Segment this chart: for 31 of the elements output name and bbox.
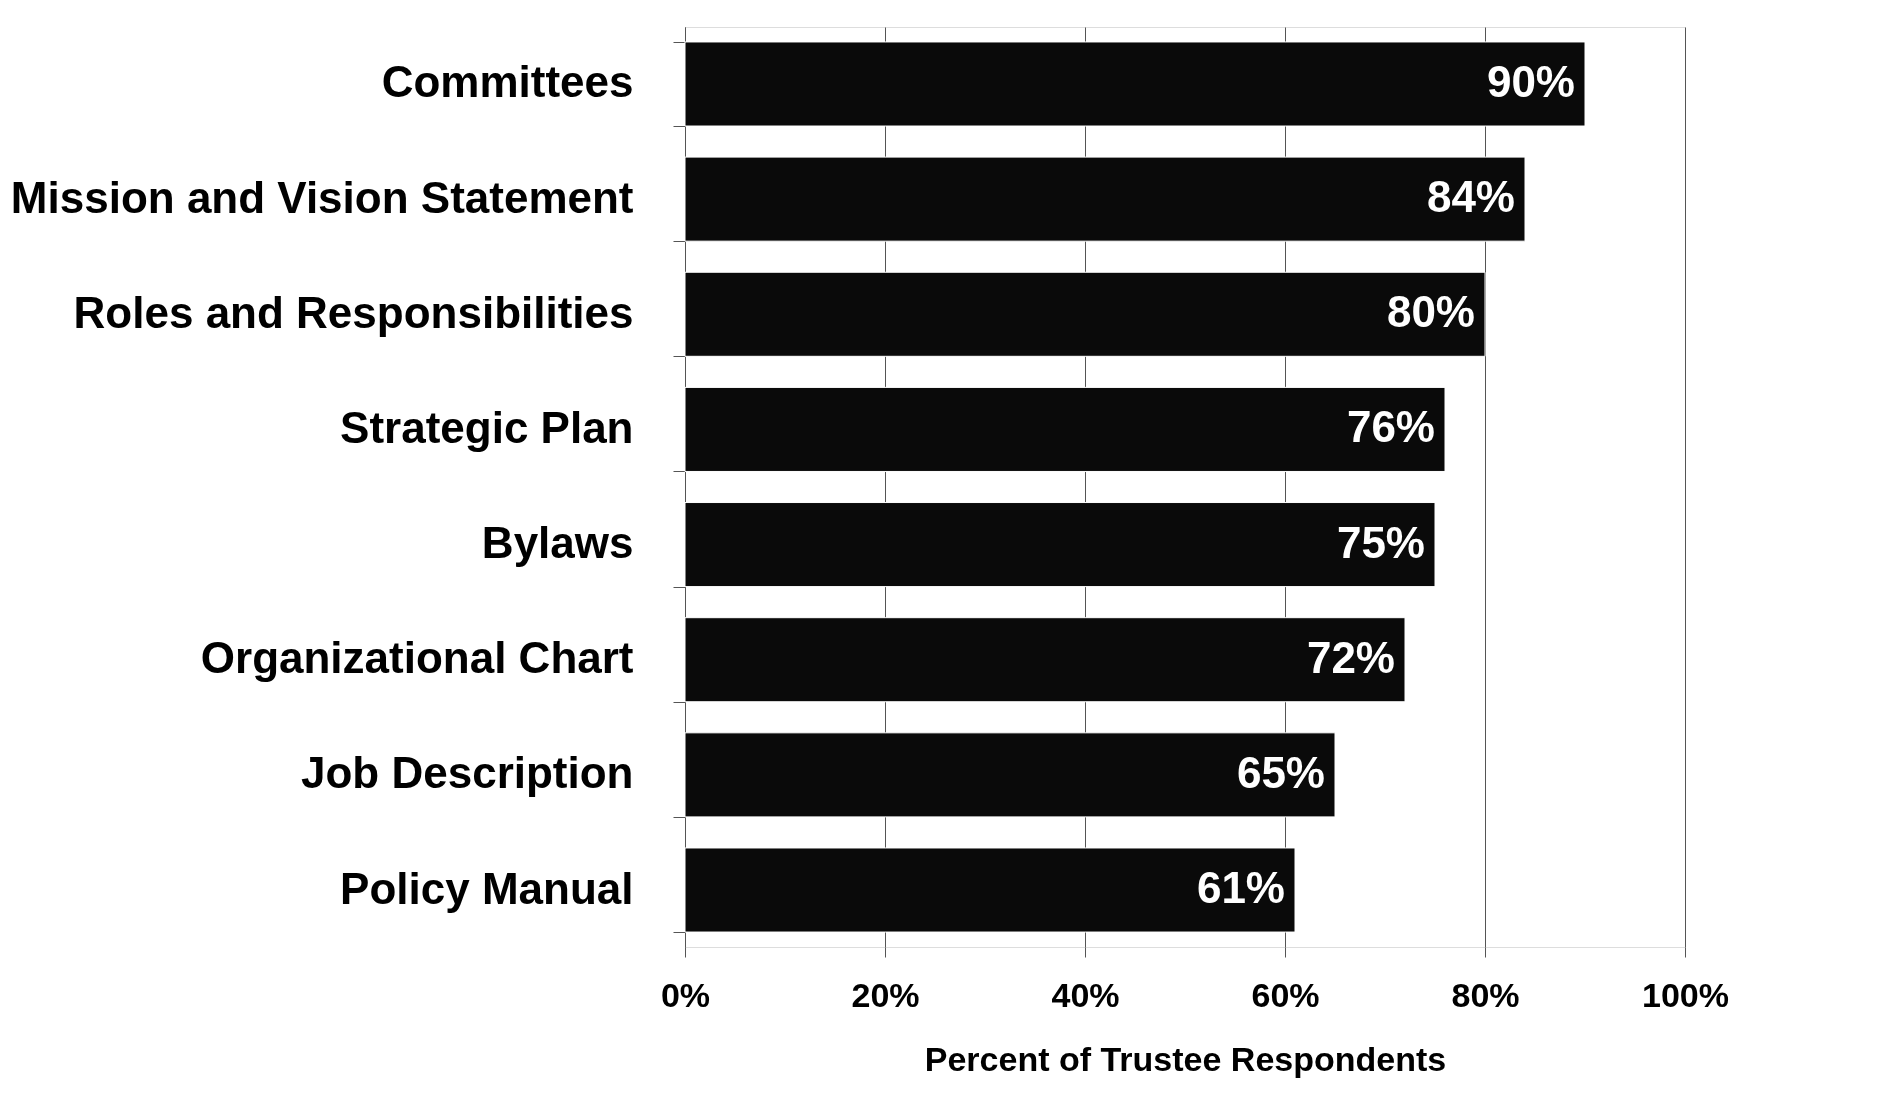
y-tick-label: Bylaws	[481, 518, 634, 568]
y-tick-label: Roles and Responsibilities	[73, 287, 634, 337]
bar	[684, 617, 1406, 703]
bar	[684, 386, 1446, 472]
bar	[684, 847, 1296, 933]
x-tick-label: 20%	[851, 975, 920, 1014]
bar	[684, 41, 1586, 127]
bar	[684, 156, 1526, 242]
data-label: 72%	[1306, 632, 1395, 682]
x-tick-label: 80%	[1451, 975, 1520, 1014]
data-label: 61%	[1196, 863, 1285, 912]
data-label: 65%	[1236, 747, 1325, 797]
y-tick-label: Job Description	[301, 748, 634, 798]
y-tick-label: Strategic Plan	[340, 402, 634, 452]
y-tick-label: Mission and Vision Statement	[10, 172, 634, 222]
y-tick-label: Organizational Chart	[200, 633, 634, 683]
bar	[684, 271, 1486, 357]
x-tick-label: 100%	[1642, 975, 1729, 1014]
x-tick-label: 60%	[1251, 975, 1320, 1014]
data-label: 84%	[1426, 172, 1515, 222]
data-label: 90%	[1486, 57, 1575, 106]
data-label: 80%	[1386, 287, 1475, 337]
data-label: 76%	[1346, 402, 1435, 452]
x-tick-label: 0%	[660, 975, 711, 1014]
bar	[684, 732, 1336, 818]
y-tick-label: Policy Manual	[340, 863, 634, 913]
data-label: 75%	[1336, 517, 1425, 567]
x-axis-title: Percent of Trustee Respondents	[924, 1039, 1447, 1078]
bar	[684, 502, 1436, 588]
y-tick-label: Committees	[381, 57, 634, 107]
x-tick-label: 40%	[1051, 975, 1120, 1014]
